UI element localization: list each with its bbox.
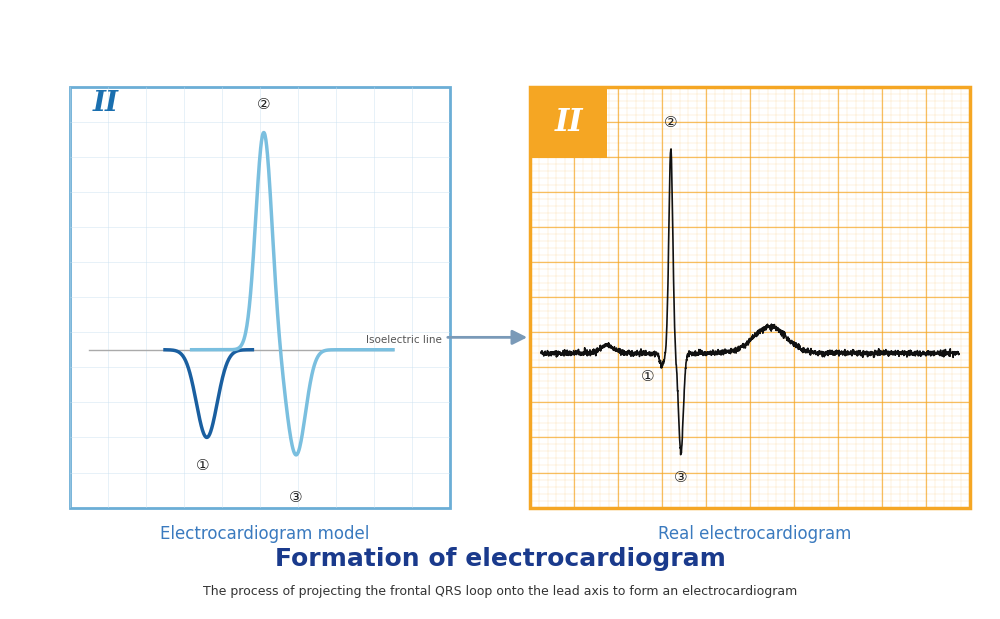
Text: ①: ① xyxy=(196,458,210,473)
Bar xyxy=(530,87,970,508)
Text: Isoelectric line: Isoelectric line xyxy=(366,335,442,345)
Bar xyxy=(530,87,607,158)
Text: ②: ② xyxy=(664,115,678,130)
Text: ③: ③ xyxy=(289,490,303,504)
Text: The process of projecting the frontal QRS loop onto the lead axis to form an ele: The process of projecting the frontal QR… xyxy=(203,586,797,599)
Text: ②: ② xyxy=(257,97,271,111)
Text: Electrocardiogram model: Electrocardiogram model xyxy=(160,524,370,542)
Text: Real electrocardiogram: Real electrocardiogram xyxy=(658,524,852,542)
Text: Formation of electrocardiogram: Formation of electrocardiogram xyxy=(275,547,725,571)
Text: ③: ③ xyxy=(674,470,687,485)
Text: II: II xyxy=(93,90,119,117)
Text: ①: ① xyxy=(641,368,655,384)
Bar xyxy=(70,87,450,508)
Text: II: II xyxy=(554,107,583,138)
